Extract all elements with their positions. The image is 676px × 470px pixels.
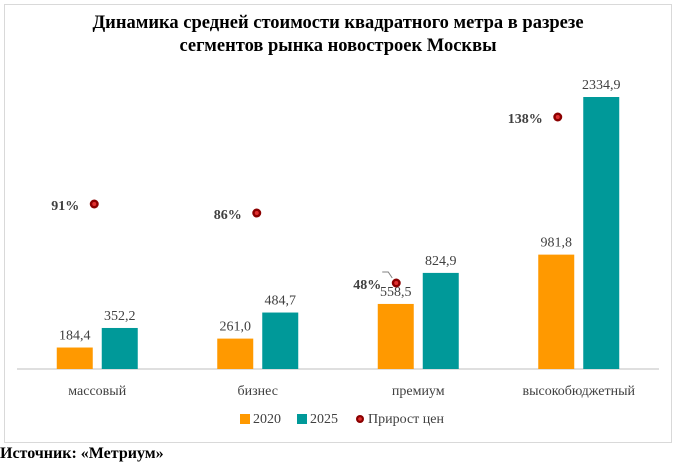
bar-2025-массовый (101, 327, 138, 369)
growth-marker-core-высокобюджетный (555, 115, 560, 119)
category-label-премиум: премиум (392, 384, 445, 399)
growth-label-массовый: 91% (51, 199, 79, 214)
data-label-2020-бизнес: 261,0 (220, 320, 252, 335)
growth-label-высокобюджетный: 138% (508, 112, 543, 127)
growth-leader-line (382, 271, 393, 279)
bar-2025-высокобюджетный (583, 97, 620, 369)
chart-title-line-2: сегментов рынка новостроек Москвы (179, 36, 497, 56)
growth-label-бизнес: 86% (214, 208, 242, 223)
category-label-высокобюджетный: высокобюджетный (522, 384, 635, 399)
chart-frame (4, 4, 672, 443)
bar-2020-бизнес (217, 338, 254, 369)
data-label-2020-высокобюджетный: 981,8 (541, 236, 573, 251)
data-label-2025-бизнес: 484,7 (265, 294, 297, 309)
category-label-массовый: массовый (68, 384, 126, 399)
legend-swatch-2020 (240, 414, 250, 424)
bar-2025-бизнес (262, 312, 299, 369)
legend-marker-growth-core (358, 417, 362, 421)
category-label-бизнес: бизнес (238, 384, 278, 399)
growth-marker-core-премиум (394, 281, 399, 285)
bar-chart: 184,4 352,2 массовый 261,0 484,7 бизнес 558,5 8… (17, 78, 659, 427)
bar-2020-высокобюджетный (538, 254, 575, 369)
legend-label-growth: Прирост цен (368, 412, 444, 427)
bar-2025-премиум (422, 272, 459, 369)
bar-2020-массовый (56, 347, 93, 369)
chart-title-line-1: Динамика средней стоимости квадратного м… (92, 13, 584, 33)
data-label-2020-массовый: 184,4 (59, 329, 91, 344)
data-label-2025-высокобюджетный: 2334,9 (582, 78, 621, 93)
growth-marker-core-бизнес (254, 211, 259, 215)
legend-label-2025: 2025 (310, 412, 338, 427)
legend-label-2020: 2020 (253, 412, 281, 427)
growth-marker-core-массовый (92, 202, 97, 206)
source-note: Источник: «Метриум» (0, 445, 164, 462)
chart-title: Динамика средней стоимости квадратного м… (0, 12, 676, 58)
growth-label-премиум: 48% (353, 278, 381, 293)
data-label-2025-массовый: 352,2 (104, 309, 136, 324)
legend-swatch-2025 (297, 414, 307, 424)
bar-2020-премиум (377, 303, 414, 369)
data-label-2020-премиум: 558,5 (380, 285, 412, 300)
data-label-2025-премиум: 824,9 (425, 254, 457, 269)
